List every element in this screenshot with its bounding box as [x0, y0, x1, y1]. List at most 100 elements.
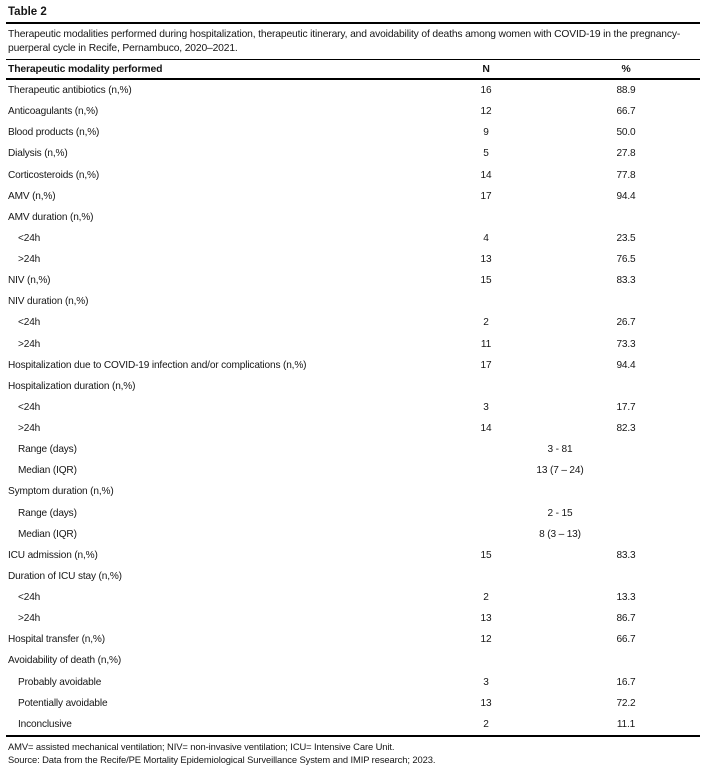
row-pct-value: 86.7	[552, 613, 700, 624]
table-row: Therapeutic antibiotics (n,%) 16 88.9	[6, 80, 700, 101]
row-label: >24h	[6, 254, 420, 265]
row-span-value: 3 - 81	[420, 444, 700, 455]
row-pct-value: 16.7	[552, 677, 700, 688]
table-row: >24h 11 73.3	[6, 334, 700, 355]
row-label: AMV duration (n,%)	[6, 212, 420, 223]
table-row: <24h 3 17.7	[6, 397, 700, 418]
row-pct-value: 11.1	[552, 719, 700, 730]
row-n-value: 12	[420, 106, 552, 117]
footnote-abbreviations: AMV= assisted mechanical ventilation; NI…	[8, 741, 698, 754]
table-body: Therapeutic antibiotics (n,%) 16 88.9 An…	[6, 80, 700, 735]
row-pct-value: 13.3	[552, 592, 700, 603]
table-row: Hospital transfer (n,%) 12 66.7	[6, 629, 700, 650]
table-row: >24h 13 86.7	[6, 608, 700, 629]
header-n: N	[420, 64, 552, 75]
row-label: <24h	[6, 402, 420, 413]
table-row: NIV (n,%) 15 83.3	[6, 270, 700, 291]
row-label: Therapeutic antibiotics (n,%)	[6, 85, 420, 96]
row-pct-value: 83.3	[552, 275, 700, 286]
row-label: NIV (n,%)	[6, 275, 420, 286]
row-n-value: 9	[420, 127, 552, 138]
table-row: Blood products (n,%) 9 50.0	[6, 122, 700, 143]
row-n-value: 3	[420, 402, 552, 413]
row-label: >24h	[6, 613, 420, 624]
table-row: ICU admission (n,%) 15 83.3	[6, 545, 700, 566]
row-label: Symptom duration (n,%)	[6, 486, 420, 497]
row-pct-value: 17.7	[552, 402, 700, 413]
row-n-value: 13	[420, 254, 552, 265]
row-pct-value: 66.7	[552, 106, 700, 117]
table-row: Inconclusive 2 11.1	[6, 714, 700, 735]
row-span-value: 2 - 15	[420, 508, 700, 519]
table-footnotes: AMV= assisted mechanical ventilation; NI…	[6, 737, 700, 766]
table-row: AMV (n,%) 17 94.4	[6, 186, 700, 207]
table-row: Avoidability of death (n,%)	[6, 650, 700, 671]
table-row: Anticoagulants (n,%) 12 66.7	[6, 101, 700, 122]
row-label: Dialysis (n,%)	[6, 148, 420, 159]
row-n-value: 5	[420, 148, 552, 159]
row-span-value: 13 (7 – 24)	[420, 465, 700, 476]
row-n-value: 14	[420, 423, 552, 434]
row-pct-value: 76.5	[552, 254, 700, 265]
row-n-value: 2	[420, 317, 552, 328]
table-row: Hospitalization duration (n,%)	[6, 376, 700, 397]
row-label: Hospitalization duration (n,%)	[6, 381, 420, 392]
row-pct-value: 27.8	[552, 148, 700, 159]
row-n-value: 17	[420, 191, 552, 202]
row-label: Median (IQR)	[6, 529, 420, 540]
row-pct-value: 72.2	[552, 698, 700, 709]
table-header-row: Therapeutic modality performed N %	[6, 60, 700, 78]
row-label: Probably avoidable	[6, 677, 420, 688]
row-label: Anticoagulants (n,%)	[6, 106, 420, 117]
row-pct-value: 73.3	[552, 339, 700, 350]
row-n-value: 14	[420, 170, 552, 181]
row-pct-value: 88.9	[552, 85, 700, 96]
row-label: Corticosteroids (n,%)	[6, 170, 420, 181]
row-pct-value: 94.4	[552, 191, 700, 202]
row-n-value: 12	[420, 634, 552, 645]
row-n-value: 3	[420, 677, 552, 688]
row-n-value: 13	[420, 613, 552, 624]
row-pct-value: 23.5	[552, 233, 700, 244]
row-label: Hospital transfer (n,%)	[6, 634, 420, 645]
row-label: Range (days)	[6, 508, 420, 519]
row-label: <24h	[6, 233, 420, 244]
row-n-value: 4	[420, 233, 552, 244]
row-label: <24h	[6, 317, 420, 328]
table-row: Median (IQR) 8 (3 – 13)	[6, 524, 700, 545]
row-label: Inconclusive	[6, 719, 420, 730]
header-therapeutic-modality: Therapeutic modality performed	[6, 64, 420, 75]
row-n-value: 2	[420, 592, 552, 603]
row-n-value: 15	[420, 550, 552, 561]
row-n-value: 2	[420, 719, 552, 730]
row-label: >24h	[6, 423, 420, 434]
row-label: Range (days)	[6, 444, 420, 455]
table-title: Table 2	[6, 0, 700, 22]
table-caption: Therapeutic modalities performed during …	[6, 24, 700, 59]
row-pct-value: 50.0	[552, 127, 700, 138]
row-n-value: 15	[420, 275, 552, 286]
row-pct-value: 82.3	[552, 423, 700, 434]
row-n-value: 17	[420, 360, 552, 371]
table-row: Hospitalization due to COVID-19 infectio…	[6, 355, 700, 376]
row-label: Median (IQR)	[6, 465, 420, 476]
table-row: Symptom duration (n,%)	[6, 481, 700, 502]
table-row: AMV duration (n,%)	[6, 207, 700, 228]
table-row: NIV duration (n,%)	[6, 291, 700, 312]
header-percent: %	[552, 64, 700, 75]
table-row: >24h 14 82.3	[6, 418, 700, 439]
row-span-value: 8 (3 – 13)	[420, 529, 700, 540]
row-pct-value: 66.7	[552, 634, 700, 645]
table-row: Corticosteroids (n,%) 14 77.8	[6, 165, 700, 186]
row-pct-value: 83.3	[552, 550, 700, 561]
row-label: Avoidability of death (n,%)	[6, 655, 420, 666]
row-label: <24h	[6, 592, 420, 603]
table-row: Range (days) 2 - 15	[6, 503, 700, 524]
table-row: Potentially avoidable 13 72.2	[6, 693, 700, 714]
row-n-value: 16	[420, 85, 552, 96]
table-row: Dialysis (n,%) 5 27.8	[6, 143, 700, 164]
row-label: Hospitalization due to COVID-19 infectio…	[6, 360, 420, 371]
table-row: >24h 13 76.5	[6, 249, 700, 270]
row-label: ICU admission (n,%)	[6, 550, 420, 561]
